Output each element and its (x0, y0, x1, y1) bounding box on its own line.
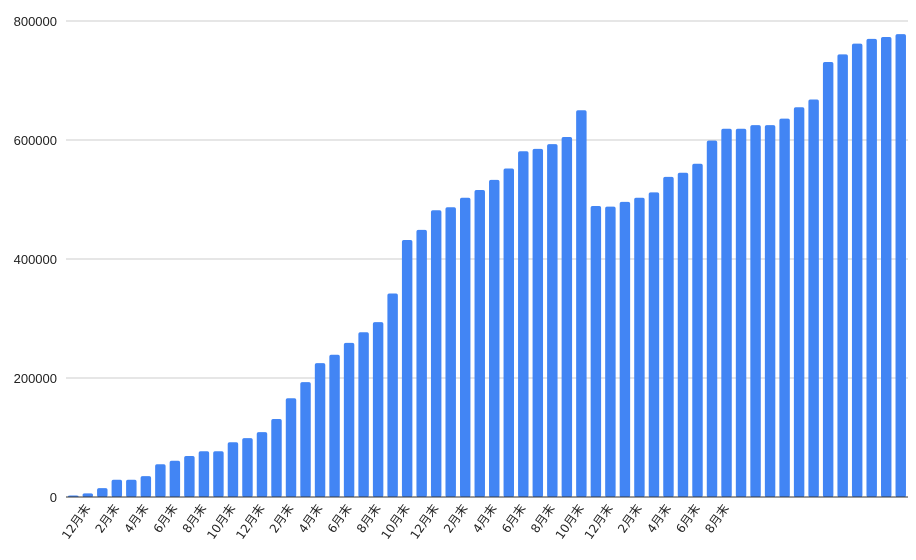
bar (692, 163, 703, 498)
bar (169, 460, 181, 497)
bar (590, 206, 602, 498)
bar (460, 197, 471, 497)
x-tick-label: 12月末 (582, 502, 616, 542)
x-tick-label: 10月末 (553, 502, 587, 542)
x-tick-label: 2月末 (93, 502, 123, 536)
x-tick-label: 6月末 (499, 502, 529, 536)
y-tick-label: 600000 (14, 133, 57, 148)
bar (881, 37, 892, 498)
x-tick-label: 6月末 (151, 502, 181, 536)
bar (300, 382, 311, 497)
bar (140, 476, 152, 497)
x-tick-label: 2月末 (441, 502, 471, 536)
bar (634, 197, 645, 497)
bar (401, 239, 413, 497)
bar (750, 125, 761, 498)
x-tick-label: 6月末 (673, 502, 703, 536)
bar (619, 201, 631, 497)
bar (605, 206, 616, 497)
bar (851, 43, 863, 498)
bar (808, 99, 819, 497)
y-axis-labels: 0 200000 400000 600000 800000 (14, 14, 57, 505)
bar (764, 125, 776, 498)
x-tick-label: 10月末 (378, 502, 412, 542)
bar (82, 493, 93, 497)
x-tick-label: 2月末 (615, 502, 645, 536)
x-tick-label: 8月末 (702, 502, 732, 536)
bar (227, 442, 239, 497)
y-tick-label: 0 (50, 490, 57, 505)
x-tick-label: 8月末 (354, 502, 384, 536)
bar (416, 229, 427, 497)
x-tick-label: 4月末 (470, 502, 500, 536)
x-tick-label: 10月末 (204, 502, 238, 542)
bar (532, 148, 544, 497)
y-tick-label: 800000 (14, 14, 57, 29)
bar (372, 322, 384, 497)
x-tick-label: 12月末 (233, 502, 267, 542)
bar (445, 207, 456, 498)
x-tick-label: 12月末 (59, 502, 93, 542)
bar (793, 107, 805, 497)
x-tick-label: 8月末 (528, 502, 558, 536)
bar (155, 464, 166, 497)
bar (213, 451, 224, 497)
bar (256, 432, 268, 497)
bar (518, 151, 529, 497)
y-tick-label: 200000 (14, 371, 57, 386)
bar (474, 189, 485, 498)
bar (387, 293, 398, 497)
y-tick-label: 400000 (14, 252, 57, 267)
bar (837, 54, 848, 497)
bar (285, 398, 297, 497)
bar (822, 62, 834, 498)
x-tick-label: 12月末 (408, 502, 442, 542)
bar (706, 140, 718, 497)
bar (97, 488, 108, 497)
bar (358, 332, 369, 497)
bar (866, 38, 877, 497)
bar (561, 137, 573, 497)
x-tick-label: 4月末 (122, 502, 152, 536)
bar (329, 354, 340, 497)
bar (503, 168, 514, 497)
bar (430, 210, 442, 497)
bar (126, 479, 137, 497)
bar (576, 110, 587, 497)
bar (271, 419, 282, 497)
bar (677, 172, 689, 497)
bar (343, 342, 355, 497)
bar (198, 451, 210, 497)
x-tick-label: 2月末 (267, 502, 297, 536)
bar (779, 118, 790, 497)
x-tick-label: 6月末 (325, 502, 355, 536)
x-tick-label: 4月末 (296, 502, 326, 536)
bar (721, 128, 732, 497)
bar (184, 455, 195, 497)
bar (111, 479, 123, 497)
x-tick-label: 4月末 (644, 502, 674, 536)
bar (489, 179, 500, 497)
bars (68, 34, 906, 498)
bar (547, 144, 558, 498)
bar (314, 363, 326, 498)
bar (242, 438, 253, 497)
bar (648, 192, 660, 498)
bar (663, 176, 674, 497)
x-tick-label: 8月末 (180, 502, 210, 536)
bar (895, 34, 906, 498)
bar (735, 128, 747, 497)
